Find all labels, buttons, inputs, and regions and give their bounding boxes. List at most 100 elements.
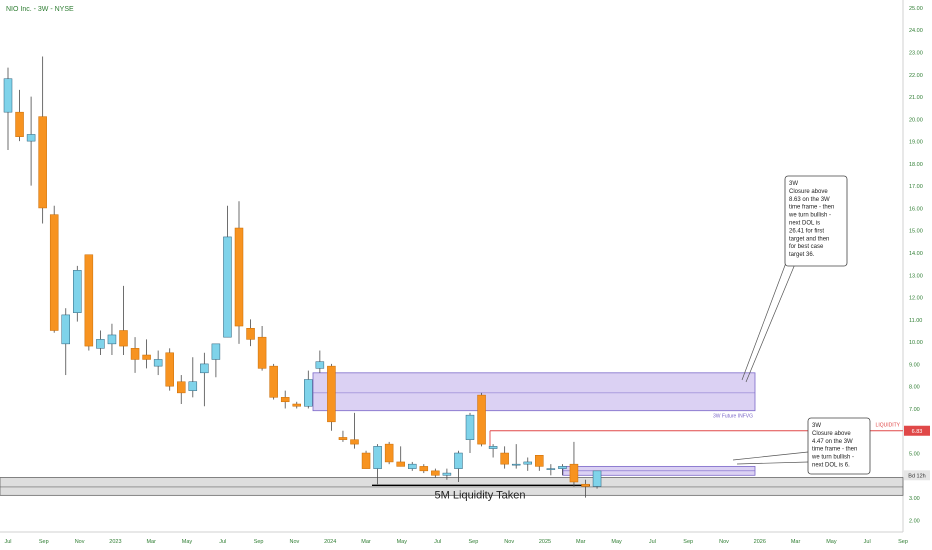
x-tick-label: Nov [719, 539, 729, 545]
candle-up[interactable] [592, 470, 602, 487]
x-tick-label: 2024 [324, 539, 336, 545]
candle-down[interactable] [500, 452, 509, 465]
candle-down[interactable] [338, 437, 348, 440]
candle-up[interactable] [558, 466, 567, 469]
candle-down[interactable] [350, 439, 359, 445]
callout-text: 4.47 on the 3W [812, 439, 853, 445]
candle-down[interactable] [130, 348, 140, 360]
x-tick-label: May [611, 539, 622, 545]
candle-down[interactable] [38, 116, 47, 209]
callout-text: 3W [812, 423, 821, 429]
x-tick-label: Sep [898, 539, 908, 545]
candle-down[interactable] [234, 227, 244, 327]
candle-down[interactable] [165, 352, 174, 387]
candle-down[interactable] [581, 483, 590, 487]
x-tick-label: 2023 [109, 539, 121, 545]
candle-up[interactable] [304, 379, 313, 407]
candle-down[interactable] [257, 336, 267, 369]
candle-down[interactable] [477, 394, 486, 445]
callout-text: 26.41 for first [789, 228, 824, 234]
candle-down[interactable] [431, 470, 440, 476]
callout-box[interactable] [807, 417, 871, 475]
candle-up[interactable] [73, 270, 82, 313]
candle-up[interactable] [454, 452, 463, 469]
candle-up[interactable] [153, 359, 163, 367]
x-tick-label: Sep [683, 539, 693, 545]
candle-up[interactable] [523, 461, 532, 465]
candle-down[interactable] [177, 381, 186, 394]
candle-up[interactable] [3, 78, 13, 113]
candle-down[interactable] [327, 365, 336, 423]
y-tick-label: 16.00 [909, 206, 923, 212]
y-tick-label: 23.00 [909, 51, 923, 57]
x-tick-label: Jul [649, 539, 656, 545]
candle-down[interactable] [15, 111, 24, 137]
y-tick-label: 12.00 [909, 296, 923, 302]
callout-text: next DOL is 6. [812, 463, 850, 469]
x-tick-label: Mar [576, 539, 586, 545]
candle-down[interactable] [246, 328, 255, 340]
candle-down[interactable] [419, 466, 429, 472]
candle-up[interactable] [223, 236, 232, 338]
y-tick-label: 25.00 [909, 6, 923, 12]
chart-title: NIO Inc. - 3W - NYSE [6, 6, 74, 13]
y-tick-label: 2.00 [909, 518, 920, 524]
candle-up[interactable] [546, 468, 556, 470]
candle-down[interactable] [49, 214, 59, 331]
candle-up[interactable] [211, 343, 221, 360]
y-tick-label: 15.00 [909, 229, 923, 235]
y-tick-label: 5.00 [909, 452, 920, 458]
candle-up[interactable] [188, 381, 198, 391]
candle-up[interactable] [511, 463, 521, 466]
y-tick-label: 24.00 [909, 28, 923, 34]
x-tick-label: Nov [290, 539, 300, 545]
y-tick-label: 22.00 [909, 73, 923, 79]
candle-down[interactable] [269, 365, 278, 398]
candle-up[interactable] [488, 446, 498, 449]
x-tick-label: Nov [504, 539, 514, 545]
candle-down[interactable] [384, 443, 394, 463]
candle-up[interactable] [408, 463, 417, 469]
y-tick-label: 21.00 [909, 95, 923, 101]
x-tick-label: Mar [146, 539, 156, 545]
y-tick-label: 7.00 [909, 407, 920, 413]
y-tick-label: 10.00 [909, 340, 923, 346]
candle-up[interactable] [96, 339, 105, 349]
candle-down[interactable] [280, 397, 290, 403]
candle-up[interactable] [107, 334, 117, 345]
candle-down[interactable] [535, 455, 544, 467]
callout-box[interactable] [784, 175, 848, 267]
callout-text: time frame - then [812, 447, 857, 453]
y-tick-label: 13.00 [909, 273, 923, 279]
candle-down[interactable] [84, 254, 94, 347]
candle-up[interactable] [61, 314, 70, 345]
y-tick-label: 17.00 [909, 184, 923, 190]
candle-up[interactable] [26, 134, 36, 142]
candle-down[interactable] [292, 403, 301, 407]
candle-down[interactable] [396, 461, 405, 467]
candle-up[interactable] [200, 363, 209, 374]
x-tick-label: May [826, 539, 837, 545]
candle-up[interactable] [442, 472, 452, 476]
callout-pointer [732, 451, 809, 461]
y-tick-label: 3.00 [909, 496, 920, 502]
candle-down[interactable] [142, 354, 151, 360]
callout-text: 3W [789, 181, 798, 187]
callout-pointer [745, 263, 796, 383]
candle-up[interactable] [315, 361, 325, 369]
x-tick-label: May [182, 539, 193, 545]
candle-down[interactable] [569, 463, 579, 483]
y-tick-label: 20.00 [909, 117, 923, 123]
candle-down[interactable] [361, 452, 371, 469]
callout-text: target and then [789, 236, 829, 242]
candle-up[interactable] [373, 446, 382, 469]
x-tick-label: Sep [39, 539, 49, 545]
x-tick-label: Sep [469, 539, 479, 545]
y-tick-label: 19.00 [909, 140, 923, 146]
callout-text: Closure above [812, 431, 851, 437]
candle-down[interactable] [119, 330, 128, 347]
candle-up[interactable] [465, 414, 475, 440]
y-tick-label: 8.00 [909, 385, 920, 391]
fvg-zone [312, 372, 756, 412]
